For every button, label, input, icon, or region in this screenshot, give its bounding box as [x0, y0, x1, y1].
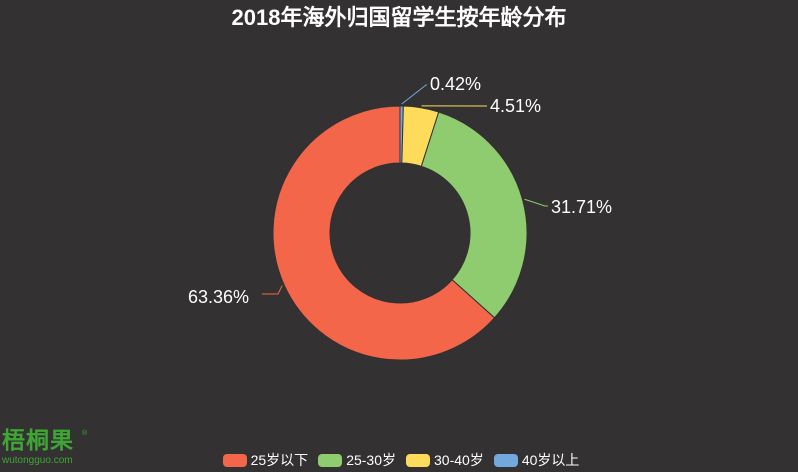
- leader-line-1: [262, 285, 283, 295]
- legend-item-4[interactable]: 40岁以上: [493, 451, 580, 469]
- legend-swatch: [222, 453, 247, 467]
- legend-swatch: [406, 453, 430, 467]
- donut-slice-2[interactable]: [420, 111, 528, 319]
- leader-line-2: [524, 198, 548, 207]
- slice-label-4: 0.42%: [430, 74, 481, 94]
- slice-label-2: 31.71%: [551, 197, 612, 217]
- legend-swatch: [318, 453, 343, 467]
- legend-label: 30-40岁: [434, 452, 484, 468]
- donut-slice-1[interactable]: [272, 105, 496, 361]
- brand-logo[interactable]: 梧桐果 ® wutongguo.com: [2, 428, 112, 472]
- logo-url: wutongguo.com: [2, 455, 73, 466]
- legend-item-2[interactable]: 25-30岁: [318, 451, 396, 469]
- legend-label: 25岁以下: [250, 452, 309, 468]
- legend-item-3[interactable]: 30-40岁: [406, 451, 484, 469]
- slice-label-1: 63.36%: [188, 287, 249, 307]
- leader-line-4: [401, 84, 427, 105]
- registered-mark: ®: [82, 430, 88, 437]
- slice-label-3: 4.51%: [490, 96, 541, 116]
- legend-swatch: [493, 453, 518, 467]
- logo-wordmark: 梧桐果: [2, 428, 74, 454]
- legend-label: 40岁以上: [521, 452, 580, 468]
- legend-label: 25-30岁: [346, 452, 396, 468]
- chart-title: 2018年海外归国留学生按年龄分布: [231, 5, 567, 30]
- legend-item-1[interactable]: 25岁以下: [222, 451, 309, 469]
- chart-legend: 25岁以下 25-30岁 30-40岁 40岁以上: [0, 450, 798, 470]
